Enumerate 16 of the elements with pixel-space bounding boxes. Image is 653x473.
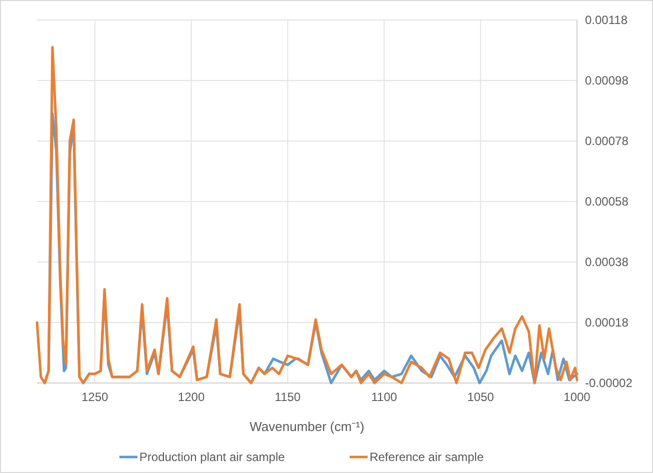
y-tick-label: -0.00002 [585, 376, 633, 390]
x-tick-label: 1100 [371, 390, 398, 404]
x-tick-label: 1150 [274, 390, 301, 404]
y-tick-label: 0.00058 [585, 194, 629, 208]
x-tick-label: 1200 [178, 390, 205, 404]
y-tick-label: 0.00018 [585, 316, 629, 330]
legend-label: Reference air sample [370, 450, 484, 464]
y-tick-label: 0.00118 [585, 13, 628, 27]
y-tick-label: 0.00038 [585, 255, 629, 269]
x-tick-label: 1050 [467, 390, 494, 404]
x-axis-title: Wavenumber (cm⁻¹) [250, 419, 364, 434]
x-tick-label: 1000 [564, 390, 591, 404]
y-tick-label: 0.00078 [585, 134, 629, 148]
legend-label: Production plant air sample [139, 450, 286, 464]
x-tick-label: 1250 [82, 390, 109, 404]
y-tick-label: 0.00098 [585, 74, 629, 88]
